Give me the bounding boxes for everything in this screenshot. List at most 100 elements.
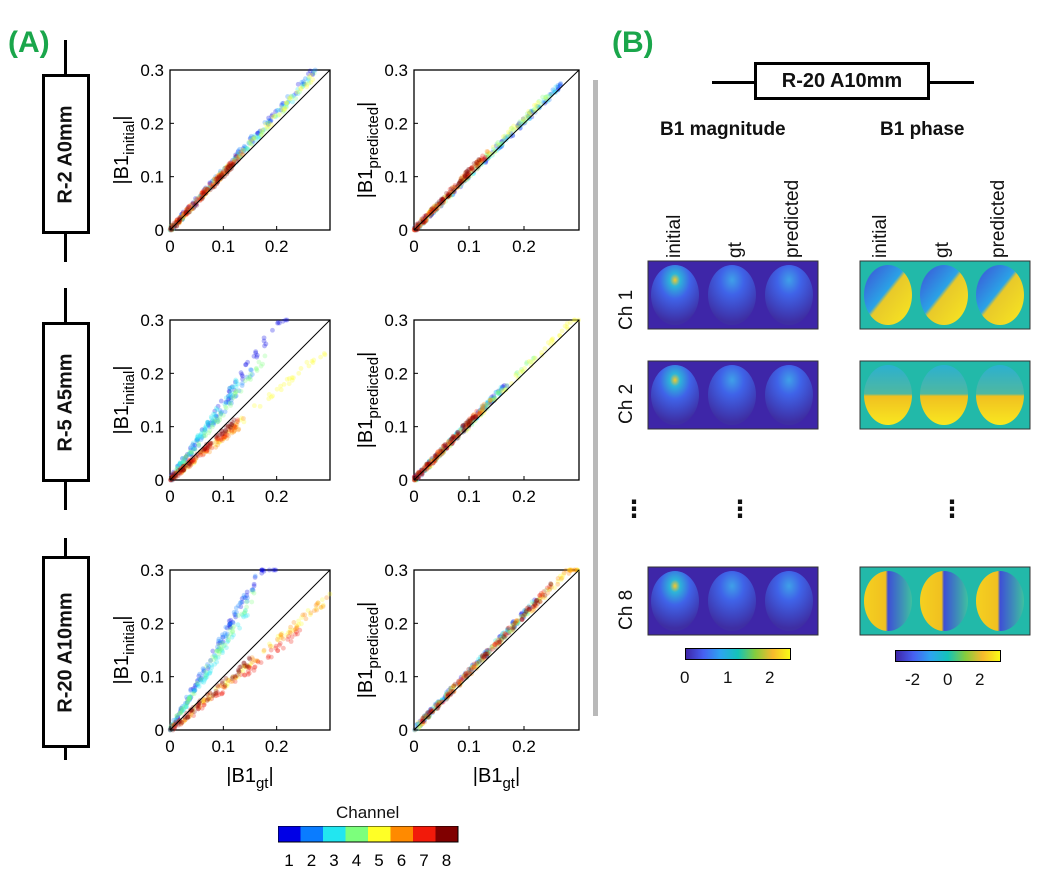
data-point xyxy=(442,696,448,702)
data-point xyxy=(513,372,519,378)
data-point xyxy=(297,627,303,633)
data-point xyxy=(523,608,529,614)
data-point xyxy=(186,695,192,701)
data-point xyxy=(555,83,561,88)
data-point xyxy=(223,624,229,630)
data-point xyxy=(243,664,249,670)
data-point xyxy=(215,647,220,653)
data-point xyxy=(458,178,464,183)
data-point xyxy=(476,411,482,417)
data-point xyxy=(484,399,490,405)
data-point xyxy=(420,715,426,721)
data-point xyxy=(434,452,440,458)
channel-3-points xyxy=(414,384,504,481)
data-point xyxy=(465,173,471,179)
y-tick-label: 0 xyxy=(399,471,408,490)
data-point xyxy=(433,452,439,458)
data-point xyxy=(195,704,200,710)
panel-b-label: (B) xyxy=(612,26,654,59)
data-point xyxy=(425,710,430,716)
data-point xyxy=(222,431,228,437)
data-point xyxy=(488,396,494,402)
data-point xyxy=(288,630,294,636)
data-point xyxy=(244,598,250,604)
data-point xyxy=(491,642,497,647)
data-point xyxy=(479,403,485,409)
data-point xyxy=(180,216,185,222)
data-point xyxy=(207,420,213,426)
data-point xyxy=(313,606,319,611)
data-point xyxy=(506,132,511,138)
data-point xyxy=(428,710,433,716)
data-point xyxy=(235,417,240,423)
data-point xyxy=(531,605,537,611)
data-point xyxy=(189,449,195,455)
data-point xyxy=(222,166,227,172)
phase-strip-row-1 xyxy=(859,260,1031,330)
data-point xyxy=(506,129,511,135)
data-point xyxy=(218,645,224,651)
data-point xyxy=(185,714,191,720)
data-point xyxy=(260,127,266,133)
data-point xyxy=(291,375,296,381)
data-point xyxy=(185,715,190,721)
data-point xyxy=(485,649,491,655)
data-point xyxy=(215,655,221,660)
channel-label-8: Ch 8 xyxy=(616,589,637,630)
data-point xyxy=(227,424,233,430)
data-point xyxy=(239,415,244,421)
data-point xyxy=(203,428,209,434)
data-point xyxy=(211,422,216,427)
data-point xyxy=(240,146,246,151)
data-point xyxy=(179,462,184,468)
data-point xyxy=(193,200,199,206)
data-point xyxy=(213,690,219,696)
data-point xyxy=(461,676,467,681)
data-point xyxy=(199,705,205,711)
data-point xyxy=(226,388,232,394)
data-point xyxy=(496,390,502,396)
data-point xyxy=(433,452,439,458)
channel-3-points xyxy=(421,84,559,226)
data-point xyxy=(482,408,487,414)
data-point xyxy=(526,607,532,612)
data-point xyxy=(207,184,213,190)
data-point xyxy=(491,146,496,152)
data-point xyxy=(222,401,228,407)
x-axis-label: |B1gt| xyxy=(226,765,273,792)
phase-cbar-tick-1: 0 xyxy=(943,670,953,689)
data-point xyxy=(209,696,215,702)
data-point xyxy=(432,205,438,211)
data-point xyxy=(293,91,299,96)
data-point xyxy=(194,438,200,444)
data-point xyxy=(309,358,315,364)
data-point xyxy=(497,634,502,640)
data-point xyxy=(228,621,233,626)
data-point xyxy=(194,681,200,687)
data-point xyxy=(530,601,535,607)
data-point xyxy=(526,114,532,120)
data-point xyxy=(224,432,230,438)
data-point xyxy=(525,608,531,614)
data-point xyxy=(526,114,532,120)
data-point xyxy=(424,713,430,719)
data-point xyxy=(227,161,233,166)
data-point xyxy=(235,622,241,628)
data-point xyxy=(241,147,247,153)
data-point xyxy=(547,584,552,590)
data-point xyxy=(306,78,311,83)
data-point xyxy=(230,157,236,163)
data-point xyxy=(208,414,214,420)
data-point xyxy=(203,672,209,678)
phase-map-initial xyxy=(864,365,912,425)
data-point xyxy=(181,707,186,713)
data-point xyxy=(242,672,248,678)
data-point xyxy=(566,571,572,576)
data-point xyxy=(519,616,525,622)
data-point xyxy=(184,700,190,706)
data-point xyxy=(524,605,530,611)
data-point xyxy=(183,700,188,706)
data-point xyxy=(470,663,476,669)
data-point xyxy=(252,665,257,670)
data-point xyxy=(455,431,460,437)
